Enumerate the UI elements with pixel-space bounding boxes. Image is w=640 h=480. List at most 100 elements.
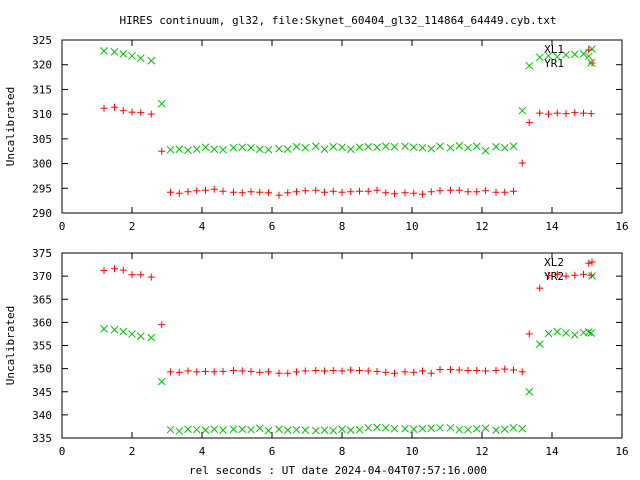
data-point-yr1 [275,191,283,199]
data-point-xl2 [410,368,418,376]
data-point-yr2 [562,329,570,337]
x-tick-label: 10 [405,445,418,458]
data-point-yr2 [128,330,136,338]
top-panel: 290 295 300 305 310 315 320 325 0 2 4 6 8 10 12 14 16 U… [4,34,629,233]
data-point-yr1 [137,109,145,117]
x-tick-label: 12 [475,445,488,458]
data-point-yr2 [136,332,145,341]
data-point-yr1 [100,104,108,112]
data-point-xl2 [256,368,264,376]
data-point-xl1 [338,143,346,152]
data-point-xl2 [347,366,355,374]
x-tick-label: 14 [545,445,559,458]
data-point-xl2 [265,368,272,376]
data-point-xl2 [436,366,444,374]
data-point-yr1 [482,187,489,195]
data-point-yr2 [364,423,373,432]
data-point-xl1 [381,142,390,151]
data-point-yr1 [219,187,227,195]
data-point-xl2 [373,367,381,375]
data-point-yr1 [193,187,201,195]
data-point-xl1 [292,142,301,151]
data-point-yr2 [390,424,399,433]
data-point-yr2 [192,425,201,434]
data-point-yr1 [391,190,398,198]
data-point-xl1 [464,143,472,152]
y-tick-label: 325 [32,34,52,47]
data-point-xl1 [229,143,238,152]
data-point-xl2 [482,367,489,375]
data-point-xl1 [119,49,128,58]
data-point-yr1 [356,187,363,195]
data-point-xl1 [320,145,329,154]
data-point-xl2 [100,267,108,275]
data-point-yr1 [147,110,155,118]
data-point-yr1 [401,189,409,197]
data-point-yr1 [510,187,517,195]
y-tick-label: 305 [32,133,52,146]
data-point-xl1 [584,52,593,61]
data-point-yr2 [409,425,418,434]
data-point-yr1 [553,109,561,117]
data-point-yr1 [464,188,472,196]
data-point-xl2 [275,369,283,377]
data-point-yr1 [447,186,454,194]
data-point-xl2 [473,366,481,374]
data-point-xl2 [137,271,145,279]
data-point-yr2 [219,426,227,434]
data-point-xl2 [580,270,587,278]
data-point-yr2 [446,423,455,432]
data-point-yr2 [301,426,310,434]
top-y-axis-label: Uncalibrated [4,87,17,166]
y-tick-label: 320 [32,59,52,72]
data-point-xl2 [193,368,201,376]
data-point-yr1 [293,188,300,196]
data-point-xl1 [166,145,175,154]
data-point-xl1 [175,145,184,154]
y-tick-label: 340 [32,409,52,422]
data-point-yr2 [338,425,346,434]
legend-marker-yr2 [588,272,596,280]
data-point-yr1 [111,103,118,111]
data-point-yr2 [455,425,464,434]
data-point-xl1 [553,52,562,61]
data-point-xl1 [401,142,409,151]
data-point-xl1 [283,145,292,154]
x-tick-label: 4 [199,220,206,233]
data-point-yr1 [329,187,337,195]
data-point-xl2 [492,366,500,374]
x-axis-label: rel seconds : UT date 2024-04-04T07:57:1… [189,464,487,477]
data-point-xl1 [518,106,527,115]
data-point-xl1 [346,145,355,154]
y-tick-label: 375 [32,247,52,260]
data-point-yr2 [427,424,436,433]
data-point-xl2 [184,367,192,375]
data-point-xl2 [510,366,517,374]
data-point-yr1 [410,189,418,197]
data-point-xl2 [545,272,552,280]
data-point-yr1 [256,188,264,196]
data-point-yr2 [201,426,210,434]
data-point-yr1 [571,109,579,117]
data-point-yr2 [355,425,364,434]
data-point-xl2 [219,367,227,375]
data-point-xl2 [293,368,300,376]
data-point-yr1 [321,188,328,196]
data-point-xl1 [446,143,455,152]
x-tick-label: 16 [615,220,628,233]
data-point-yr1 [525,119,533,127]
data-point-yr2 [238,425,247,434]
data-point-yr1 [210,185,218,193]
data-point-xl1 [255,145,264,154]
data-point-yr2 [553,327,562,336]
data-point-xl1 [436,142,444,151]
data-point-yr2 [464,425,472,434]
data-point-xl1 [157,99,166,108]
data-point-xl2 [338,367,346,375]
data-point-yr2 [255,424,264,433]
chart-title: HIRES continuum, gl32, file:Skynet_60404… [119,14,556,27]
data-point-yr1 [427,188,435,196]
y-tick-label: 290 [32,207,52,220]
top-legend: XL1 YR1 [544,43,596,70]
data-point-yr1 [585,46,593,54]
